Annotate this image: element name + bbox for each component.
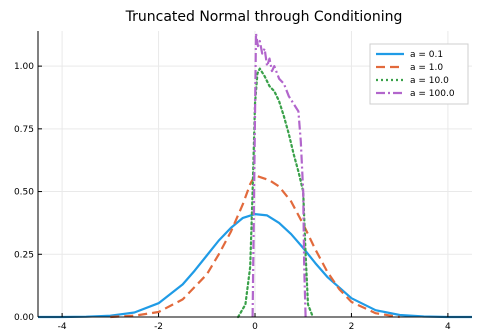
legend-label: a = 1.0 [410,63,443,73]
legend: a = 0.1 a = 1.0 a = 10.0 a = 100.0 [369,43,469,105]
legend-label: a = 10.0 [410,76,449,86]
legend-label: a = 0.1 [410,50,443,60]
series-line [251,32,307,318]
series-line [237,67,314,319]
x-tick-label: 0 [252,322,258,332]
series-line [38,213,472,319]
x-tick-label: 4 [445,322,451,332]
legend-label: a = 100.0 [410,89,455,99]
y-tick-label: 0.75 [14,125,34,135]
series-group [38,32,472,319]
y-tick-label: 1.00 [14,62,34,72]
x-tick-label: -4 [58,322,67,332]
chart-title: Truncated Normal through Conditioning [125,9,403,25]
axes: -4 -2 0 2 4 0.00 0.25 0.50 0.75 1.00 [14,31,472,332]
x-tick-label: -2 [154,322,163,332]
y-tick-label: 0.25 [14,250,34,260]
y-tick-label: 0.00 [14,313,34,323]
series-line [110,174,400,319]
x-tick-label: 2 [349,322,355,332]
y-tick-label: 0.50 [14,188,34,198]
